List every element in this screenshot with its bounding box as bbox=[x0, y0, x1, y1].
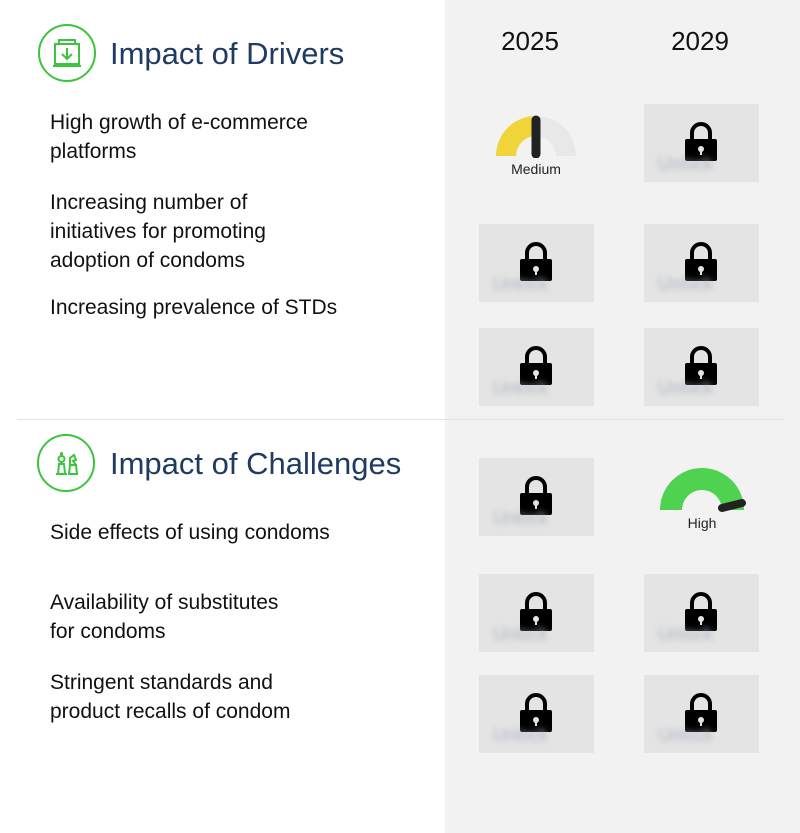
locked-impact-cell[interactable]: Unlock bbox=[479, 328, 594, 406]
challenges-chess-icon bbox=[37, 434, 95, 492]
lock-icon bbox=[685, 693, 717, 732]
locked-blur-text: Unlock bbox=[658, 154, 714, 174]
locked-impact-cell[interactable]: Unlock bbox=[479, 458, 594, 536]
lock-icon bbox=[685, 242, 717, 281]
locked-impact-cell[interactable]: Unlock bbox=[479, 224, 594, 302]
gauge-medium-label: Medium bbox=[511, 161, 561, 177]
lock-icon bbox=[520, 346, 552, 385]
lock-icon bbox=[520, 242, 552, 281]
locked-impact-cell[interactable]: Unlock bbox=[479, 675, 594, 753]
drivers-title: Impact of Drivers bbox=[110, 36, 345, 71]
section-divider bbox=[17, 419, 785, 420]
challenge-item-side-effects: Side effects of using condoms bbox=[50, 521, 330, 544]
locked-impact-cell[interactable]: Unlock bbox=[644, 328, 759, 406]
locked-blur-text: Unlock bbox=[658, 378, 714, 398]
locked-blur-text: Unlock bbox=[493, 725, 549, 745]
locked-blur-text: Unlock bbox=[493, 274, 549, 294]
challenges-title: Impact of Challenges bbox=[110, 446, 402, 481]
driver-item-ecommerce: High growth of e-commerce platforms bbox=[50, 111, 308, 163]
drivers-icon bbox=[38, 24, 96, 82]
lock-icon bbox=[520, 693, 552, 732]
lock-icon bbox=[520, 476, 552, 515]
year-2029-header: 2029 bbox=[671, 26, 729, 56]
locked-impact-cell[interactable]: Unlock bbox=[644, 574, 759, 652]
locked-impact-cell[interactable]: Unlock bbox=[644, 224, 759, 302]
locked-blur-text: Unlock bbox=[493, 378, 549, 398]
lock-icon bbox=[685, 122, 717, 161]
locked-impact-cell[interactable]: Unlock bbox=[644, 104, 759, 182]
impact-gauge-medium: Medium bbox=[490, 112, 582, 177]
locked-impact-cell[interactable]: Unlock bbox=[644, 675, 759, 753]
gauge-high-label: High bbox=[687, 515, 717, 531]
locked-impact-cell[interactable]: Unlock bbox=[479, 574, 594, 652]
challenge-item-substitutes: Availability of substitutes for condoms bbox=[50, 591, 279, 643]
locked-blur-text: Unlock bbox=[493, 508, 549, 528]
locked-blur-text: Unlock bbox=[658, 725, 714, 745]
driver-item-std-prevalence: Increasing prevalence of STDs bbox=[50, 296, 338, 319]
locked-blur-text: Unlock bbox=[658, 274, 714, 294]
lock-icon bbox=[685, 592, 717, 631]
locked-blur-text: Unlock bbox=[658, 624, 714, 644]
locked-blur-text: Unlock bbox=[493, 624, 549, 644]
lock-icon bbox=[520, 592, 552, 631]
driver-item-initiatives: Increasing number of initiatives for pro… bbox=[50, 191, 266, 272]
year-2025-header: 2025 bbox=[501, 26, 559, 56]
lock-icon bbox=[685, 346, 717, 385]
impact-gauge-high: High bbox=[656, 466, 748, 531]
challenge-item-standards-recalls: Stringent standards and product recalls … bbox=[50, 671, 291, 723]
